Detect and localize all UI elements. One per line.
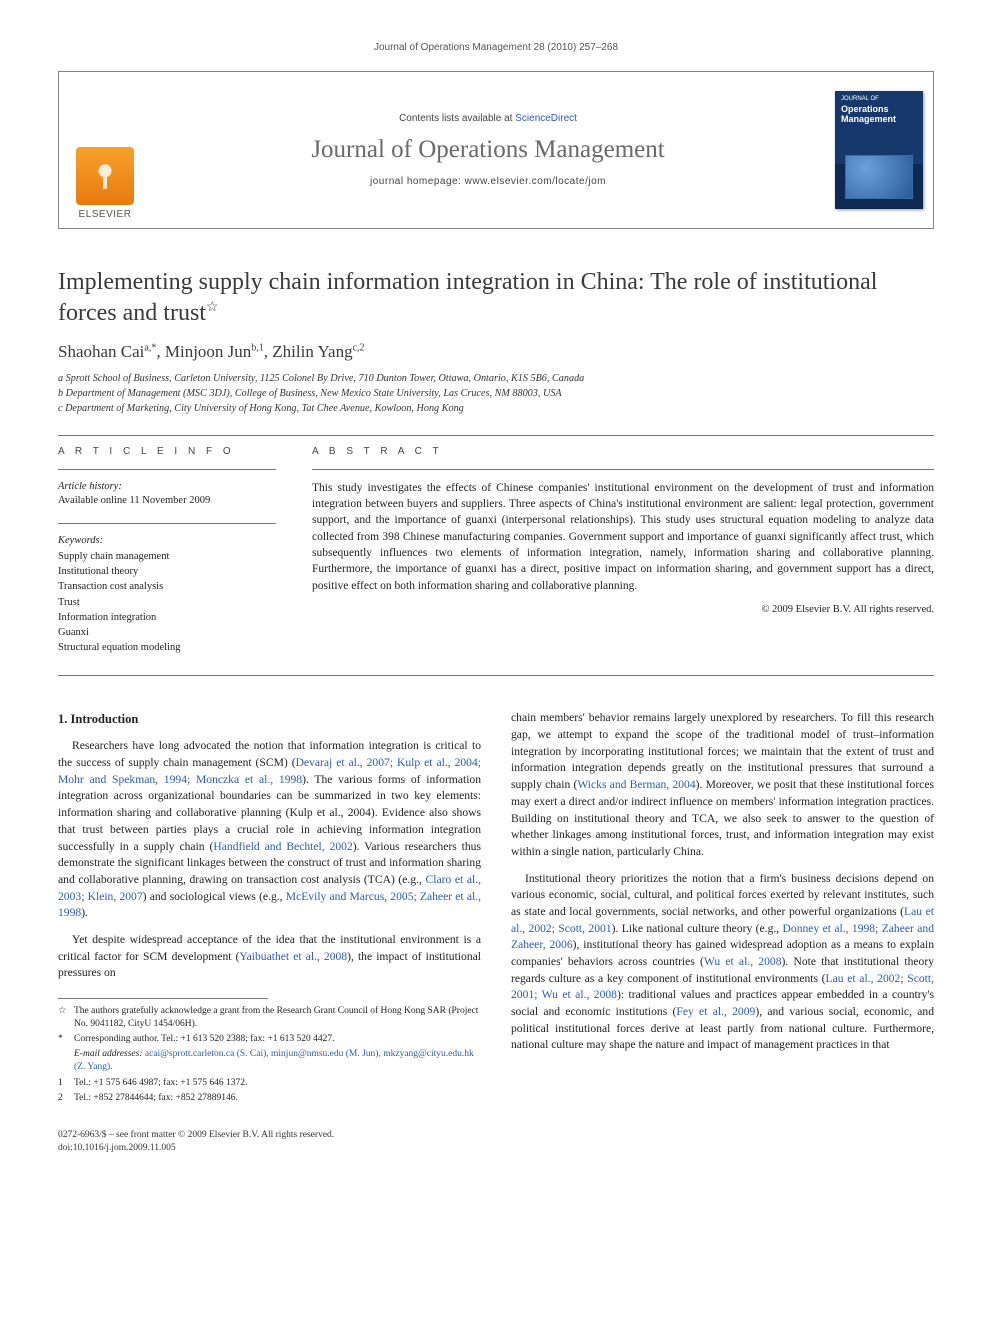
fn2-mark: 2 — [58, 1092, 70, 1105]
publisher-logo-block: ELSEVIER — [59, 72, 151, 228]
star-mark-icon: ☆ — [58, 1005, 70, 1031]
footnote-1-text: Tel.: +1 575 646 4987; fax: +1 575 646 1… — [74, 1077, 247, 1090]
footnote-2: 2 Tel.: +852 27844644; fax: +852 27889146… — [58, 1092, 481, 1105]
journal-cover-thumbnail: JOURNAL OF Operations Management — [835, 91, 923, 209]
body-para: Yet despite widespread acceptance of the… — [58, 932, 481, 982]
author-3-name: Zhilin Yang — [272, 342, 352, 361]
affiliation-c: c Department of Marketing, City Universi… — [58, 402, 934, 417]
citation-link[interactable]: Kulp et al., 2004 — [397, 756, 478, 769]
footer-left: 0272-6963/$ – see front matter © 2009 El… — [58, 1129, 334, 1155]
body-para: Researchers have long advocated the noti… — [58, 738, 481, 922]
cover-title: Operations Management — [835, 103, 923, 127]
asterisk-mark-icon: * — [58, 1033, 70, 1046]
article-info-label: A R T I C L E I N F O — [58, 446, 276, 457]
article-title-text: Implementing supply chain information in… — [58, 269, 877, 326]
affiliation-a: a Sprott School of Business, Carleton Un… — [58, 372, 934, 387]
info-rule-1 — [58, 469, 276, 470]
author-2-marks: b,1 — [251, 343, 264, 354]
footnote-emails: E-mail addresses: acai@sprott.carleton.c… — [58, 1048, 481, 1074]
body-para: Institutional theory prioritizes the not… — [511, 871, 934, 1055]
citation-link[interactable]: Yaibuathet et al., 2008 — [239, 950, 347, 963]
affiliation-b: b Department of Management (MSC 3DJ), Co… — [58, 387, 934, 402]
article-info-column: A R T I C L E I N F O Article history: A… — [58, 446, 276, 670]
footnote-emails-text: E-mail addresses: acai@sprott.carleton.c… — [74, 1048, 481, 1074]
fn1-mark: 1 — [58, 1077, 70, 1090]
keyword: Transaction cost analysis — [58, 579, 276, 594]
body-para: chain members' behavior remains largely … — [511, 710, 934, 860]
journal-title: Journal of Operations Management — [311, 136, 664, 164]
contents-prefix: Contents lists available at — [399, 113, 515, 124]
footnote-2-text: Tel.: +852 27844644; fax: +852 27889146. — [74, 1092, 238, 1105]
footnote-star-text: The authors gratefully acknowledge a gra… — [74, 1005, 481, 1031]
article-history-block: Article history: Available online 11 Nov… — [58, 480, 276, 509]
article-title: Implementing supply chain information in… — [58, 267, 934, 328]
history-header: Article history: — [58, 480, 276, 495]
masthead: ELSEVIER Contents lists available at Sci… — [58, 71, 934, 229]
elsevier-tree-icon — [76, 147, 134, 205]
abstract-label: A B S T R A C T — [312, 446, 934, 457]
citation-link[interactable]: Wicks and Berman, 2004 — [577, 778, 695, 791]
citation-link[interactable]: Devaraj et al., 2007; Kulp et al., 2004;… — [58, 756, 481, 786]
emails-label: E-mail addresses: — [74, 1049, 143, 1059]
body-two-columns: 1. Introduction Researchers have long ad… — [58, 710, 934, 1106]
keyword: Supply chain management — [58, 549, 276, 564]
title-footnote-mark: ☆ — [206, 300, 219, 315]
keywords-block: Keywords: Supply chain management Instit… — [58, 534, 276, 655]
page-footer: 0272-6963/$ – see front matter © 2009 El… — [58, 1129, 934, 1155]
info-rule-2 — [58, 523, 276, 524]
body-col-right: chain members' behavior remains largely … — [511, 710, 934, 1106]
keyword: Trust — [58, 595, 276, 610]
citation-link[interactable]: Wu et al., 2008 — [704, 955, 782, 968]
top-rule — [58, 435, 934, 436]
citation-link[interactable]: Handfield and Bechtel, 2002 — [213, 840, 352, 853]
author-3-marks: c,2 — [353, 343, 365, 354]
cover-thumb-block: JOURNAL OF Operations Management — [825, 72, 933, 228]
cover-image-icon — [845, 155, 913, 199]
footer-issn-line: 0272-6963/$ – see front matter © 2009 El… — [58, 1129, 334, 1142]
section-1-heading: 1. Introduction — [58, 710, 481, 728]
footnote-corresponding: * Corresponding author. Tel.: +1 613 520 … — [58, 1033, 481, 1046]
keyword: Structural equation modeling — [58, 640, 276, 655]
footnotes-separator — [58, 998, 268, 999]
keyword: Institutional theory — [58, 564, 276, 579]
affiliations: a Sprott School of Business, Carleton Un… — [58, 372, 934, 416]
authors-line: Shaohan Caia,*, Minjoon Junb,1, Zhilin Y… — [58, 342, 934, 362]
abstract-text: This study investigates the effects of C… — [312, 480, 934, 594]
running-header: Journal of Operations Management 28 (201… — [58, 42, 934, 53]
footnote-1: 1 Tel.: +1 575 646 4987; fax: +1 575 646 … — [58, 1077, 481, 1090]
homepage-url[interactable]: www.elsevier.com/locate/jom — [465, 176, 606, 187]
abstract-copyright: © 2009 Elsevier B.V. All rights reserved… — [312, 604, 934, 615]
journal-homepage-line: journal homepage: www.elsevier.com/locat… — [370, 176, 606, 187]
body-col-left: 1. Introduction Researchers have long ad… — [58, 710, 481, 1106]
history-line: Available online 11 November 2009 — [58, 494, 276, 509]
cover-smallline: JOURNAL OF — [835, 91, 923, 103]
keyword: Information integration — [58, 610, 276, 625]
homepage-prefix: journal homepage: — [370, 176, 465, 187]
keyword: Guanxi — [58, 625, 276, 640]
footer-doi-line: doi:10.1016/j.jom.2009.11.005 — [58, 1142, 334, 1155]
abstract-rule — [312, 469, 934, 470]
info-abstract-row: A R T I C L E I N F O Article history: A… — [58, 446, 934, 670]
author-1-name: Shaohan Cai — [58, 342, 144, 361]
footnotes-block: ☆The authors gratefully acknowledge a gr… — [58, 1005, 481, 1105]
sciencedirect-link[interactable]: ScienceDirect — [515, 113, 577, 124]
footnote-corresponding-text: Corresponding author. Tel.: +1 613 520 2… — [74, 1033, 335, 1046]
abstract-column: A B S T R A C T This study investigates … — [312, 446, 934, 670]
bottom-rule — [58, 675, 934, 676]
keywords-header: Keywords: — [58, 534, 276, 549]
keywords-list: Supply chain management Institutional th… — [58, 549, 276, 656]
citation-link[interactable]: Lau et al., 2002; Scott, 2001; Wu et al.… — [511, 972, 934, 1002]
footnote-star: ☆The authors gratefully acknowledge a gr… — [58, 1005, 481, 1031]
publisher-name: ELSEVIER — [79, 209, 132, 220]
blank-mark — [58, 1048, 70, 1074]
author-2-name: Minjoon Jun — [165, 342, 251, 361]
citation-link[interactable]: Fey et al., 2009 — [676, 1005, 755, 1018]
author-1-marks: a,* — [144, 343, 156, 354]
contents-available-line: Contents lists available at ScienceDirec… — [399, 113, 577, 124]
masthead-center: Contents lists available at ScienceDirec… — [151, 72, 825, 228]
